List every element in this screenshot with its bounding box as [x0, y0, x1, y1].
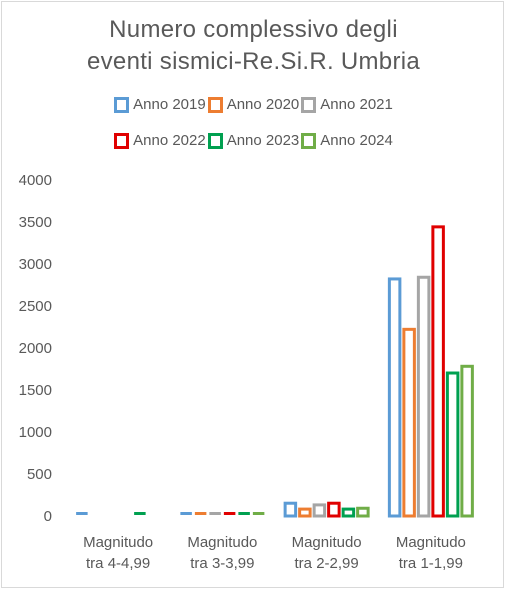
y-tick-label: 1500 — [19, 382, 52, 399]
bar-anno-2024-cat-1 — [252, 512, 265, 515]
bar-anno-2022-cat-3 — [431, 225, 445, 518]
bar-anno-2019-cat-2 — [283, 501, 298, 518]
y-tick-label: 2000 — [19, 340, 52, 357]
legend-label-2020: Anno 2020 — [226, 96, 300, 113]
legend-label-2021: Anno 2021 — [320, 96, 393, 113]
bar-anno-2022-cat-2 — [327, 501, 341, 518]
legend-item-2019[interactable]: Anno 2019 — [114, 96, 206, 113]
bar-anno-2020-cat-1 — [194, 512, 207, 515]
x-category-label: Magnitudo — [292, 534, 362, 551]
bar-anno-2019-cat-1 — [180, 512, 192, 515]
y-tick-label: 3000 — [19, 256, 52, 273]
legend-swatch-2021 — [301, 96, 317, 113]
bar-anno-2024-cat-2 — [356, 506, 370, 518]
legend-label-2022: Anno 2022 — [133, 132, 206, 149]
y-tick-label: 1000 — [19, 424, 52, 441]
x-category-label: tra 4-4,99 — [86, 555, 150, 572]
legend-item-2020[interactable]: Anno 2020 — [207, 96, 300, 113]
bar-anno-2022-cat-1 — [223, 512, 236, 515]
y-tick-label: 3500 — [19, 214, 52, 231]
legend-swatch-2022 — [114, 132, 130, 149]
legend-item-2022[interactable]: Anno 2022 — [114, 132, 206, 149]
bar-anno-2019-cat-0 — [76, 512, 88, 515]
y-tick-label: 4000 — [19, 172, 52, 189]
legend-label-2024: Anno 2024 — [320, 132, 393, 149]
bar-anno-2023-cat-3 — [445, 371, 460, 518]
x-category-label: tra 1-1,99 — [399, 555, 463, 572]
x-category-label: Magnitudo — [396, 534, 466, 551]
legend-swatch-2023 — [207, 132, 223, 149]
bar-anno-2023-cat-0 — [134, 512, 146, 515]
bar-anno-2021-cat-2 — [312, 503, 327, 518]
x-category-label: Magnitudo — [83, 534, 153, 551]
bar-anno-2020-cat-3 — [402, 327, 416, 518]
legend-swatch-2024 — [301, 132, 317, 149]
chart-title-line-1: Numero complessivo degli — [109, 16, 398, 43]
y-tick-label: 2500 — [19, 298, 52, 315]
legend-label-2019: Anno 2019 — [133, 96, 206, 113]
bar-anno-2021-cat-1 — [209, 512, 221, 515]
legend-swatch-2019 — [114, 96, 130, 113]
legend-label-2023: Anno 2023 — [226, 132, 300, 149]
bar-anno-2020-cat-2 — [298, 507, 312, 518]
bar-anno-2024-cat-3 — [460, 364, 474, 518]
bar-anno-2023-cat-2 — [341, 507, 356, 518]
y-tick-label: 0 — [44, 508, 52, 525]
x-category-label: tra 2-2,99 — [295, 555, 359, 572]
legend-row-2: Anno 2022 Anno 2023 Anno 2024 — [0, 132, 507, 149]
legend-item-2021[interactable]: Anno 2021 — [301, 96, 393, 113]
legend-item-2024[interactable]: Anno 2024 — [301, 132, 393, 149]
y-tick-label: 500 — [27, 466, 52, 483]
bar-anno-2021-cat-3 — [416, 275, 431, 518]
x-category-label: tra 3-3,99 — [190, 555, 254, 572]
bar-anno-2019-cat-3 — [387, 277, 402, 518]
chart-title-line-2: eventi sismici-Re.Si.R. Umbria — [86, 48, 421, 75]
x-category-label: Magnitudo — [187, 534, 257, 551]
legend-row-1: Anno 2019 Anno 2020 Anno 2021 — [0, 96, 507, 113]
legend-item-2023[interactable]: Anno 2023 — [207, 132, 300, 149]
legend-swatch-2020 — [207, 96, 223, 113]
chart-title: Numero complessivo degli eventi sismici-… — [0, 14, 507, 78]
bar-anno-2023-cat-1 — [238, 512, 250, 515]
